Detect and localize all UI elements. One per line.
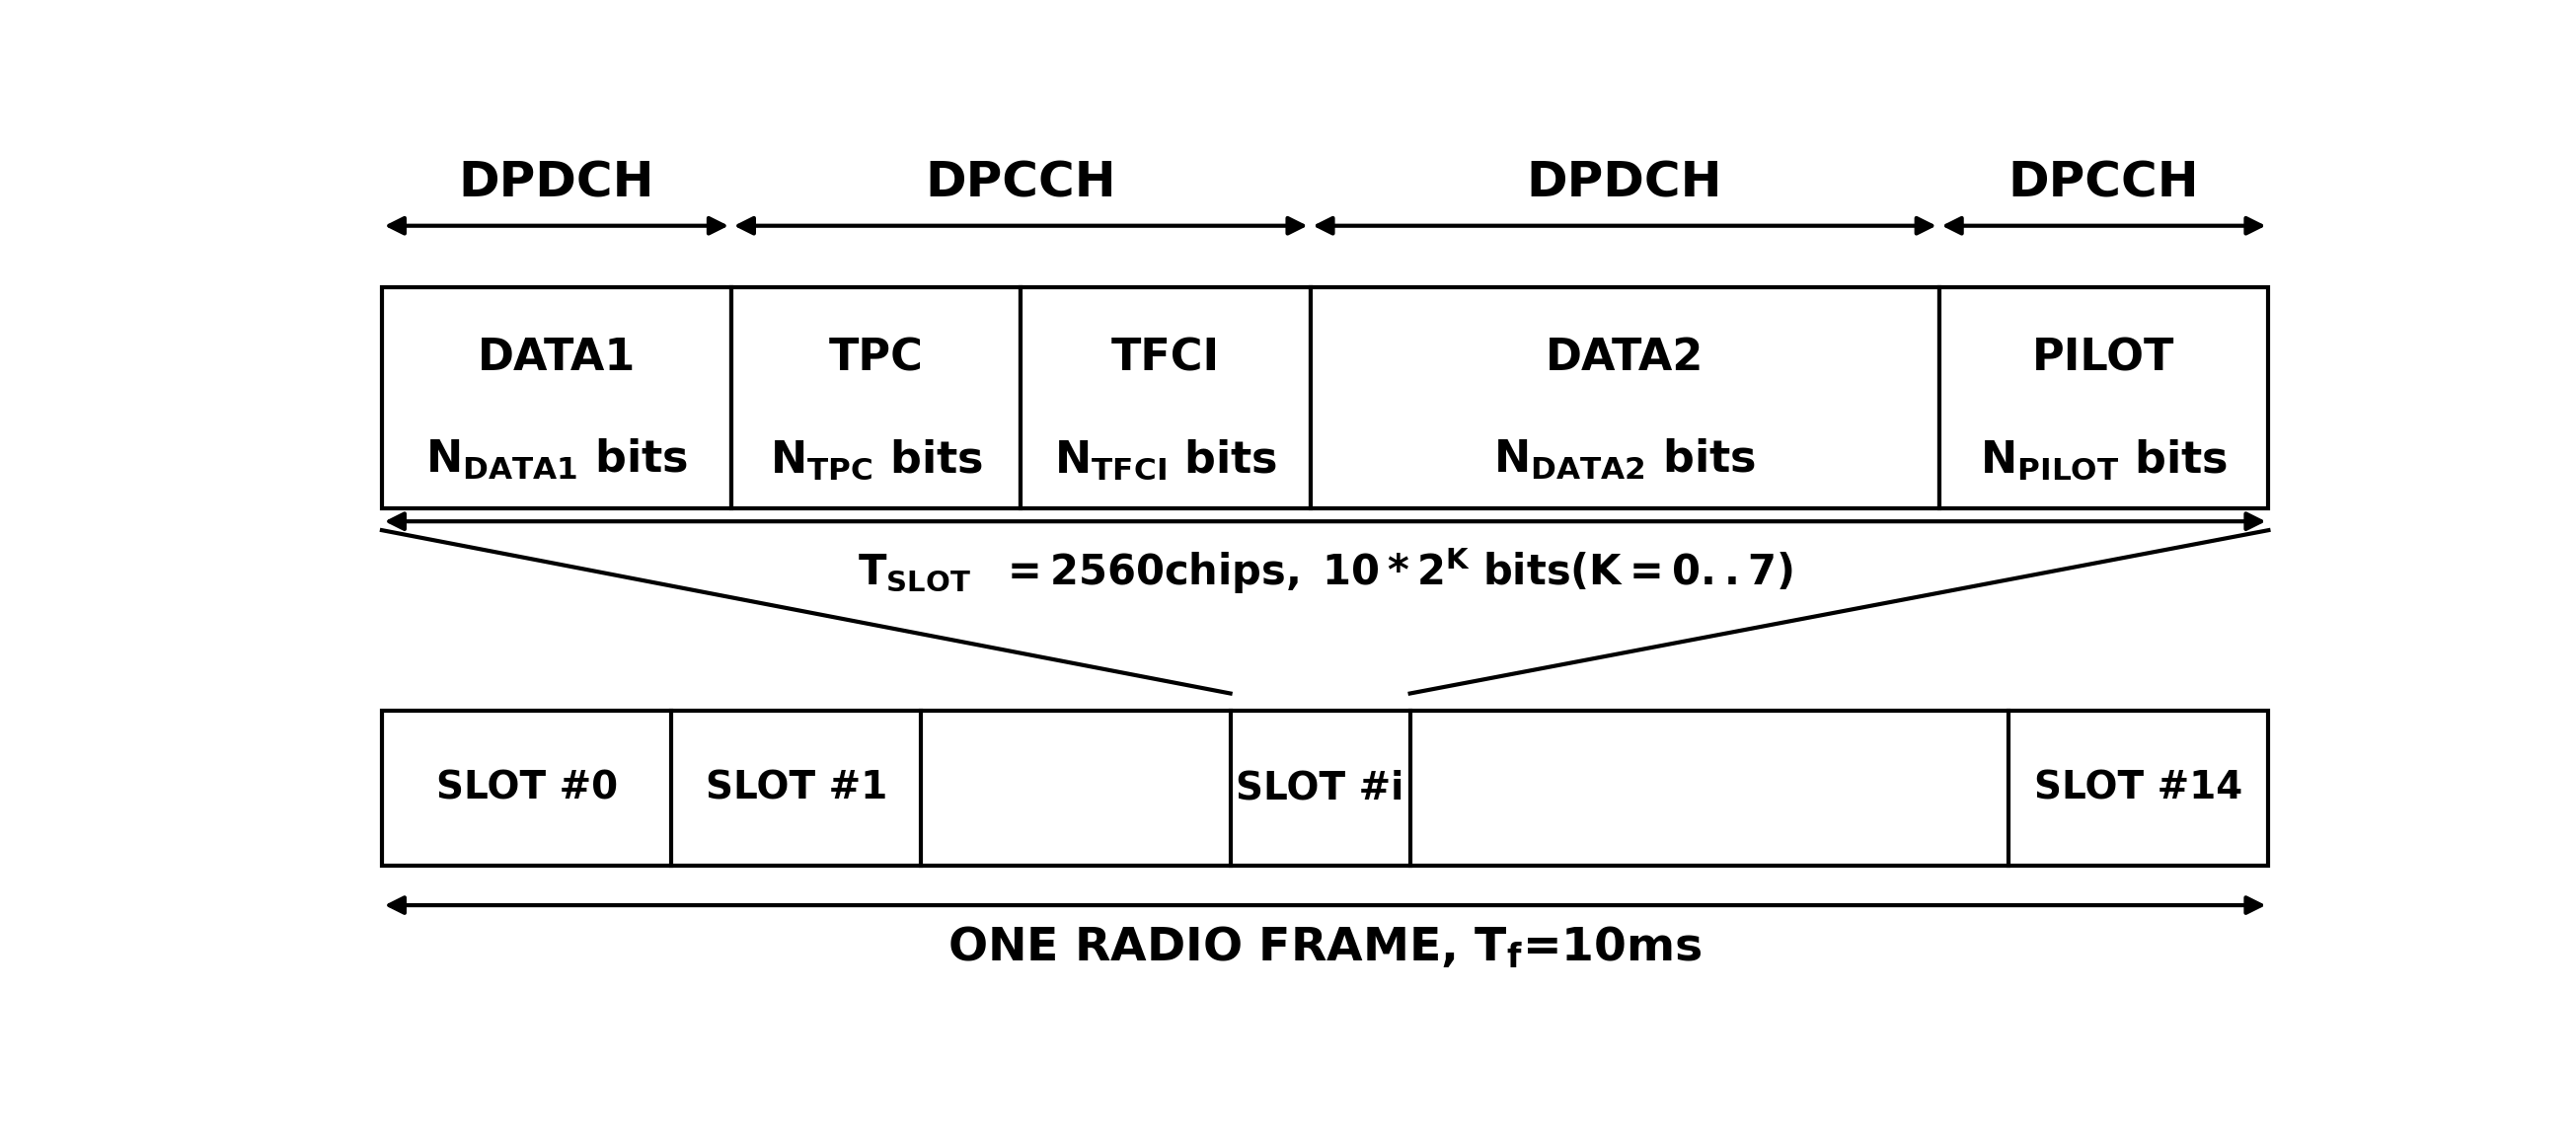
Text: SLOT #1: SLOT #1 — [706, 770, 886, 807]
Bar — [1311, 288, 1940, 508]
Text: DPDCH: DPDCH — [1528, 159, 1723, 206]
Text: SLOT #14: SLOT #14 — [2035, 770, 2244, 807]
Text: $\mathbf{N}_{\mathbf{PILOT}}$ $\mathbf{bits}$: $\mathbf{N}_{\mathbf{PILOT}}$ $\mathbf{b… — [1981, 438, 2228, 481]
Text: DPCCH: DPCCH — [2009, 159, 2200, 206]
Text: ONE RADIO FRAME, $\mathbf{T_{f}}$=10ms: ONE RADIO FRAME, $\mathbf{T_{f}}$=10ms — [948, 925, 1703, 971]
Text: TFCI: TFCI — [1110, 337, 1221, 379]
Text: $\mathbf{N}_{\mathbf{TFCI}}$ $\mathbf{bits}$: $\mathbf{N}_{\mathbf{TFCI}}$ $\mathbf{bi… — [1054, 438, 1278, 481]
Text: SLOT #i: SLOT #i — [1236, 770, 1404, 807]
Bar — [732, 288, 1020, 508]
Text: PILOT: PILOT — [2032, 337, 2174, 379]
Text: SLOT #0: SLOT #0 — [435, 770, 618, 807]
Text: DPDCH: DPDCH — [459, 159, 654, 206]
Bar — [1940, 288, 2269, 508]
Text: DATA1: DATA1 — [477, 337, 636, 379]
Bar — [1020, 288, 1311, 508]
Text: $\mathbf{T_{SLOT}}$  $\mathbf{=2560chips,\ 10*2^{K}\ bits(K=0..7)}$: $\mathbf{T_{SLOT}}$ $\mathbf{=2560chips,… — [858, 547, 1793, 596]
Bar — [381, 288, 732, 508]
Text: $\mathbf{N}_{\mathbf{DATA2}}$ $\mathbf{bits}$: $\mathbf{N}_{\mathbf{DATA2}}$ $\mathbf{b… — [1494, 438, 1757, 482]
Text: DATA2: DATA2 — [1546, 337, 1703, 379]
Text: DPCCH: DPCCH — [925, 159, 1115, 206]
Text: TPC: TPC — [829, 337, 922, 379]
Text: $\mathbf{N}_{\mathbf{TPC}}$ $\mathbf{bits}$: $\mathbf{N}_{\mathbf{TPC}}$ $\mathbf{bit… — [770, 438, 981, 481]
Bar — [381, 711, 2269, 865]
Text: $\mathbf{N}_{\mathbf{DATA1}}$ $\mathbf{bits}$: $\mathbf{N}_{\mathbf{DATA1}}$ $\mathbf{b… — [425, 438, 688, 482]
